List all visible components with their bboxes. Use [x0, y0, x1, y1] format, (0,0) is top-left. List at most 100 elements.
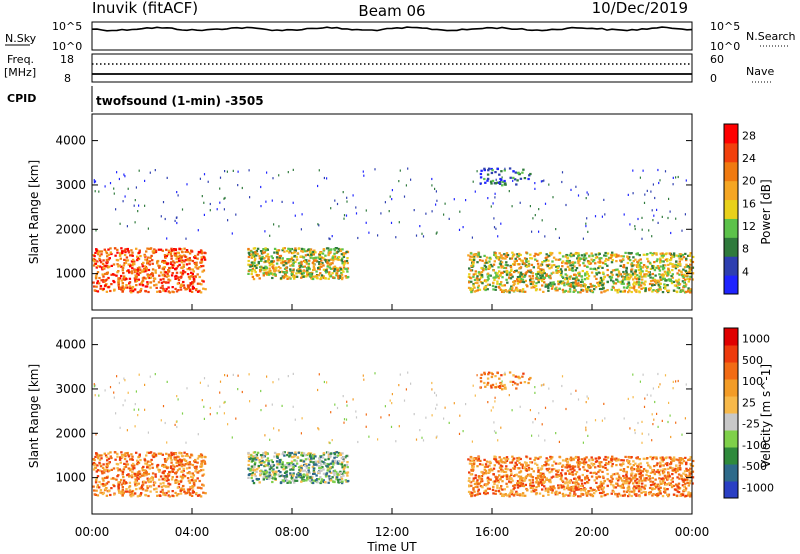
power-echo-cell — [250, 264, 254, 267]
power-echo-cell — [110, 283, 113, 286]
power-echo-cell — [540, 269, 544, 272]
power-echo-cell — [269, 234, 271, 237]
velocity-echo-cell — [486, 483, 489, 486]
power-echo-cell — [581, 269, 584, 273]
power-colorbar-tick: 4 — [742, 265, 749, 278]
power-echo-cell — [483, 261, 487, 264]
power-echo-cell — [250, 272, 253, 276]
power-echo-cell — [483, 177, 486, 181]
power-echo-cell — [602, 272, 605, 275]
velocity-echo-cell — [171, 470, 175, 473]
power-echo-cell — [501, 271, 504, 274]
power-echo-cell — [666, 284, 669, 287]
velocity-echo-cell — [141, 487, 144, 491]
power-echo-cell — [295, 255, 298, 259]
power-echo-cell — [103, 280, 106, 283]
velocity-echo-cell — [515, 473, 518, 476]
velocity-echo-cell — [144, 481, 147, 484]
power-echo-cell — [610, 271, 613, 274]
power-echo-cell — [109, 182, 112, 185]
velocity-echo-cell — [250, 468, 254, 471]
power-echo-cell — [496, 275, 500, 278]
velocity-echo-cell — [623, 493, 627, 496]
velocity-echo-cell — [557, 474, 560, 477]
power-echo-cell — [476, 286, 480, 289]
velocity-echo-cell — [170, 461, 173, 464]
power-echo-cell — [127, 251, 131, 254]
power-echo-cell — [268, 270, 271, 273]
power-echo-cell — [662, 260, 665, 263]
velocity-echo-cell — [312, 479, 315, 482]
velocity-echo-cell — [560, 474, 563, 477]
velocity-echo-cell — [179, 480, 183, 483]
power-echo-cell — [639, 271, 643, 274]
power-echo-cell — [340, 259, 343, 262]
velocity-echo-cell — [313, 453, 316, 456]
power-echo-cell — [635, 290, 638, 293]
velocity-echo-cell — [137, 477, 140, 480]
velocity-echo-cell — [574, 485, 577, 488]
velocity-echo-cell — [136, 460, 140, 463]
power-echo-cell — [306, 253, 310, 256]
power-echo-cell — [563, 290, 566, 293]
power-echo-cell — [96, 260, 99, 263]
velocity-echo-cell — [504, 467, 507, 470]
velocity-echo-cell — [509, 461, 512, 464]
velocity-echo-cell — [563, 488, 566, 491]
power-echo-cell — [612, 280, 615, 283]
power-echo-cell — [689, 272, 693, 275]
velocity-echo-cell — [653, 487, 656, 490]
power-echo-cell — [549, 251, 552, 254]
power-echo-cell — [509, 287, 512, 290]
power-echo-cell — [684, 283, 688, 286]
velocity-echo-cell — [597, 487, 600, 490]
velocity-echo-cell — [329, 462, 333, 465]
power-echo-cell — [158, 266, 161, 269]
velocity-echo-cell — [516, 467, 520, 470]
power-echo-cell — [152, 251, 155, 255]
power-echo-cell — [124, 251, 127, 254]
velocity-echo-cell — [248, 458, 252, 461]
power-echo-cell — [183, 260, 186, 263]
velocity-echo-cell — [308, 458, 312, 461]
power-echo-cell — [138, 266, 141, 269]
power-echo-cell — [516, 276, 520, 279]
velocity-echo-cell — [690, 464, 693, 467]
velocity-echo-cell — [523, 479, 526, 482]
power-echo-cell — [286, 258, 289, 261]
velocity-echo-cell — [130, 476, 134, 479]
power-echo-cell — [293, 275, 297, 278]
power-echo-cell — [471, 255, 474, 258]
power-echo-cell — [659, 252, 662, 255]
power-echo-cell — [178, 248, 181, 251]
power-echo-cell — [520, 277, 523, 281]
power-echo-cell — [613, 254, 616, 257]
velocity-echo-cell — [284, 477, 287, 480]
power-echo-cell — [119, 253, 122, 256]
velocity-echo-cell — [106, 459, 109, 462]
power-echo-cell — [537, 281, 540, 284]
velocity-echo-cell — [615, 459, 618, 462]
velocity-echo-cell — [267, 462, 270, 465]
power-echo-cell — [128, 282, 131, 285]
power-echo-cell — [585, 252, 588, 255]
velocity-echo-cell — [255, 470, 258, 473]
velocity-echo-cell — [488, 468, 491, 471]
velocity-echo-cell — [527, 467, 531, 470]
velocity-echo-cell — [583, 458, 587, 461]
power-echo-cell — [130, 249, 133, 252]
power-echo-cell — [95, 275, 98, 278]
power-echo-cell — [687, 265, 690, 268]
velocity-echo-cell — [270, 467, 273, 470]
power-echo-cell — [561, 288, 565, 291]
power-echo-cell — [134, 199, 136, 202]
velocity-echo-cell — [616, 484, 620, 487]
power-echo-cell — [561, 265, 564, 268]
power-echo-cell — [664, 272, 667, 275]
power-echo-cell — [144, 277, 147, 280]
velocity-echo-cell — [95, 470, 98, 473]
power-echo-cell — [496, 280, 499, 283]
velocity-echo-cell — [512, 484, 515, 488]
power-echo-cell — [556, 267, 559, 270]
power-echo-cell — [298, 266, 302, 269]
